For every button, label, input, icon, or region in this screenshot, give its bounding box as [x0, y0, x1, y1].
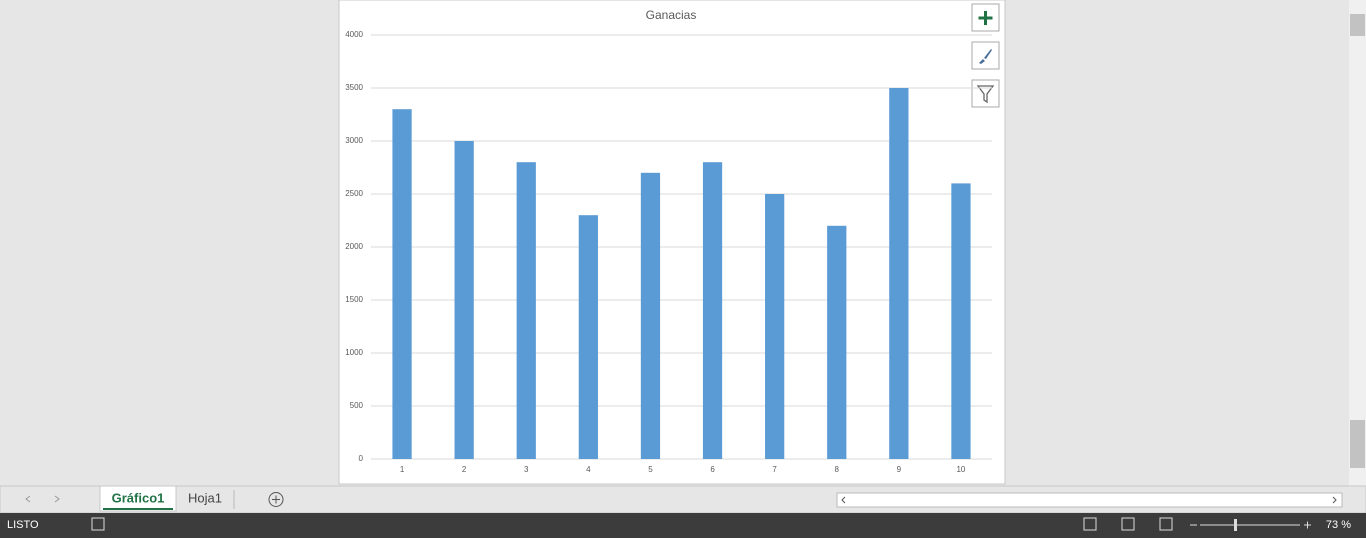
bar: [640, 172, 661, 460]
sheet-tab[interactable]: Gráfico1: [112, 490, 165, 505]
style-button[interactable]: [971, 41, 1000, 70]
tab-nav-arrows[interactable]: [25, 495, 60, 503]
add-sheet-icon: [272, 495, 280, 504]
bar: [765, 194, 785, 459]
bar: [392, 109, 412, 459]
x-tick-label: 8: [835, 465, 840, 474]
zoom-slider[interactable]: [1190, 521, 1311, 529]
x-tick-label: 6: [710, 465, 715, 474]
chart-buttons: [971, 3, 1000, 108]
y-tick-label: 3000: [345, 136, 363, 145]
x-tick-label: 1: [400, 465, 405, 474]
y-tick-label: 2500: [345, 189, 363, 198]
x-tick-label: 2: [462, 465, 467, 474]
zoom-thumb[interactable]: [1234, 519, 1237, 531]
zoom-level: 73 %: [1326, 519, 1351, 531]
hscroll-arrows[interactable]: [841, 496, 1337, 504]
x-tick-label: 5: [648, 465, 653, 474]
vertical-scrollbar[interactable]: [1349, 0, 1366, 486]
view-buttons[interactable]: [1083, 517, 1173, 531]
y-tick-label: 4000: [345, 30, 363, 39]
active-tab[interactable]: [99, 485, 177, 512]
bar: [578, 215, 598, 459]
y-tick-label: 0: [359, 454, 364, 463]
bar: [827, 225, 847, 459]
plot-area: 0 500 1000 1500 2000 2500 3000 3500 4000 1 2 3 4 5 6 7 8…: [345, 30, 992, 474]
filter-icon: [976, 85, 995, 104]
y-tick-label: 2000: [345, 242, 363, 251]
y-tick-label: 500: [350, 401, 364, 410]
status-bar: [0, 513, 1366, 538]
scroll-thumb-lower: [1350, 420, 1365, 468]
brush-icon: [979, 49, 992, 64]
chart-title: Ganacias: [646, 8, 697, 22]
x-tick-label: 4: [586, 465, 591, 474]
scroll-thumb[interactable]: [1350, 14, 1365, 36]
filter-button[interactable]: [971, 79, 1000, 108]
x-tick-label: 10: [956, 465, 965, 474]
x-tick-label: 7: [772, 465, 777, 474]
status-text: LISTO: [7, 519, 39, 531]
y-tick-label: 1000: [345, 348, 363, 357]
bar: [454, 141, 474, 459]
horizontal-scrollbar[interactable]: [836, 492, 1343, 508]
x-tick-label: 9: [897, 465, 902, 474]
sheet-tab[interactable]: Hoja1: [188, 490, 222, 505]
plus-icon: [978, 11, 993, 25]
y-tick-label: 1500: [345, 295, 363, 304]
bar: [889, 88, 909, 459]
bar: [516, 162, 536, 459]
x-tick-label: 3: [524, 465, 529, 474]
bar: [951, 183, 971, 459]
macro-icon[interactable]: [91, 517, 105, 531]
add-sheet-button[interactable]: [268, 492, 284, 507]
y-tick-label: 3500: [345, 83, 363, 92]
bar: [702, 162, 723, 459]
